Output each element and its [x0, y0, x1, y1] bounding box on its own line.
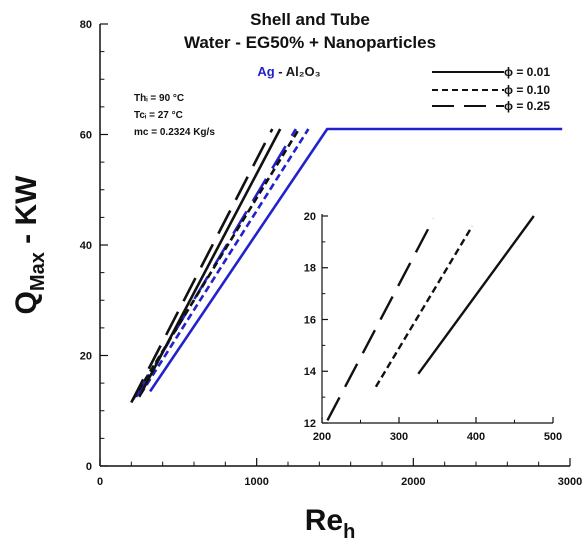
y-axis-title-sub: Max	[27, 252, 49, 291]
material-label-al2o3: Al₂O₃	[286, 64, 321, 79]
main-axes: 0 1000 2000 3000 0 20 40 60 80	[80, 19, 582, 488]
legend-label-phi-010: ϕ = 0.10	[504, 83, 550, 97]
inset-series-short	[374, 225, 474, 388]
main-series	[130, 127, 563, 404]
inset: 200 300 400 500 12 14 16 18 20	[304, 211, 562, 443]
main-series-al2o3-short	[131, 128, 301, 401]
inset-y-tick-label: 16	[304, 314, 316, 326]
main-series-ag-solid	[149, 127, 563, 393]
legend: ϕ = 0.01 ϕ = 0.10 ϕ = 0.25	[432, 65, 550, 113]
conditions-block: Thᵢ = 90 °C Tcᵢ = 27 °C mᴄ = 0.2324 Kg/s	[134, 93, 215, 138]
inset-background	[315, 213, 555, 425]
y-axis-title-q: Q	[10, 291, 43, 314]
inset-y-tick-label: 12	[304, 418, 316, 430]
inset-x-tick-label: 400	[467, 431, 485, 443]
inset-y-tick-label: 20	[304, 211, 316, 223]
main-y-tick-label: 80	[80, 19, 92, 31]
x-axis-title-re: Re	[305, 504, 343, 537]
condition-th: Thᵢ = 90 °C	[134, 93, 184, 104]
main-x-tick-label: 1000	[244, 476, 268, 488]
inset-y-tick-label: 14	[304, 366, 317, 378]
main-y-tick-label: 20	[80, 350, 92, 362]
main-x-tick-label: 2000	[401, 476, 425, 488]
inset-x-tick-label: 300	[390, 431, 408, 443]
y-axis-title-rest: - KW	[10, 175, 43, 252]
legend-label-phi-025: ϕ = 0.25	[504, 99, 550, 113]
main-series-ag-short	[139, 128, 310, 395]
main-x-tick-label: 3000	[558, 476, 582, 488]
chart-title: Shell and Tube	[250, 10, 370, 29]
inset-series	[326, 215, 535, 421]
condition-mc: mᴄ = 0.2324 Kg/s	[134, 127, 215, 138]
main-y-tick-label: 60	[80, 129, 92, 141]
main-y-tick-label: 0	[86, 461, 92, 473]
x-axis-title: Reh	[305, 504, 356, 543]
inset-series-long	[326, 218, 435, 421]
material-label-ag: Ag	[257, 64, 274, 79]
legend-label-phi-001: ϕ = 0.01	[504, 65, 550, 79]
main-ticks: 0 1000 2000 3000 0 20 40 60 80	[80, 19, 582, 488]
x-axis-title-sub: h	[343, 521, 355, 543]
inset-y-tick-label: 18	[304, 263, 316, 275]
inset-series-solid	[417, 215, 535, 375]
condition-tc: Tcᵢ = 27 °C	[134, 110, 183, 121]
y-axis-title: QMax - KW	[10, 175, 49, 315]
main-y-tick-label: 40	[80, 240, 92, 252]
inset-x-tick-label: 200	[313, 431, 331, 443]
material-label: Ag - Al₂O₃	[257, 64, 320, 79]
material-label-separator: -	[275, 64, 286, 79]
inset-ticks: 200 300 400 500 12 14 16 18 20	[304, 211, 562, 443]
inset-x-tick-label: 500	[544, 431, 562, 443]
main-series-al2o3-long	[130, 128, 274, 404]
main-x-tick-label: 0	[97, 476, 103, 488]
chart-subtitle: Water - EG50% + Nanoparticles	[184, 33, 436, 52]
